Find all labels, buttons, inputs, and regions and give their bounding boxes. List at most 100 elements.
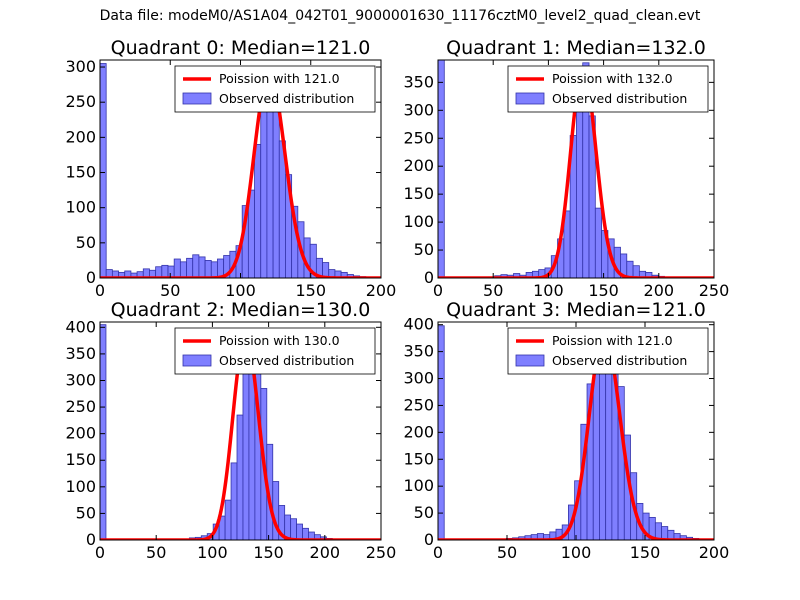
- legend: Poission with 132.0 Observed distribution: [507, 65, 709, 113]
- histogram-bar: [210, 261, 218, 278]
- histogram-bar: [254, 143, 262, 278]
- histogram-bar: [224, 499, 232, 540]
- y-tick-label: 350: [403, 342, 434, 361]
- y-tick-label: 150: [403, 184, 434, 203]
- y-tick-label: 150: [65, 450, 96, 469]
- x-tick-label: 150: [630, 543, 661, 562]
- histogram-bar: [179, 261, 187, 278]
- y-tick-label: 0: [86, 268, 96, 287]
- legend: Poission with 121.0 Observed distribution: [174, 65, 376, 113]
- legend-bars-swatch: [182, 354, 212, 367]
- y-tick-label: 0: [424, 268, 434, 287]
- x-tick-label: 200: [366, 281, 397, 300]
- y-tick-label: 0: [86, 530, 96, 549]
- legend-bars-swatch: [515, 92, 545, 105]
- y-tick-label: 300: [65, 57, 96, 76]
- histogram-bar: [242, 353, 250, 540]
- y-tick-label: 250: [403, 395, 434, 414]
- panel-quadrant-2: 0 50 100 150 200 250 0 50 100 150 200 250 300 350 400 Q…: [65, 299, 396, 562]
- legend-curve-label: Poission with 132.0: [552, 71, 673, 86]
- y-tick-label: 350: [403, 72, 434, 91]
- y-tick-label: 300: [403, 369, 434, 388]
- legend: Poission with 130.0 Observed distribution: [174, 327, 376, 375]
- y-tick-label: 250: [403, 128, 434, 147]
- histogram-bar: [186, 257, 194, 278]
- x-tick-label: 200: [699, 543, 730, 562]
- histogram-bar: [576, 107, 584, 278]
- legend-bars-label: Observed distribution: [219, 91, 354, 106]
- y-tick-label: 400: [65, 317, 96, 336]
- y-tick-label: 50: [76, 503, 96, 522]
- x-tick-label: 50: [483, 281, 503, 300]
- histogram-bar: [198, 256, 206, 278]
- histogram-bar: [230, 462, 238, 540]
- x-tick-label: 100: [197, 543, 228, 562]
- axes-frame: [99, 321, 382, 541]
- histogram-bar: [594, 207, 603, 278]
- histogram-bar: [100, 324, 107, 540]
- y-tick-label: 200: [403, 422, 434, 441]
- y-tick-label: 350: [65, 344, 96, 363]
- y-tick-label: 250: [65, 92, 96, 111]
- y-tick-label: 100: [65, 477, 96, 496]
- legend-bars-swatch: [182, 92, 212, 105]
- x-tick-label: 50: [146, 543, 166, 562]
- y-tick-label: 200: [403, 156, 434, 175]
- histogram-bar: [100, 63, 107, 278]
- x-tick-label: 150: [588, 281, 619, 300]
- x-tick-label: 0: [433, 543, 443, 562]
- x-tick-label: 150: [295, 281, 326, 300]
- y-tick-label: 100: [403, 212, 434, 231]
- x-tick-label: 150: [253, 543, 284, 562]
- histogram-bar: [438, 60, 445, 278]
- x-tick-label: 0: [95, 281, 105, 300]
- legend-bars-label: Observed distribution: [552, 353, 687, 368]
- x-tick-label: 200: [644, 281, 675, 300]
- panel-title: Quadrant 1: Median=132.0: [446, 37, 706, 59]
- legend-curve-label: Poission with 121.0: [219, 71, 340, 86]
- x-tick-label: 250: [699, 281, 730, 300]
- panel-title: Quadrant 3: Median=121.0: [446, 299, 706, 321]
- histogram-bar: [296, 523, 303, 540]
- y-tick-label: 100: [65, 198, 96, 217]
- y-tick-label: 150: [403, 449, 434, 468]
- y-tick-label: 50: [414, 240, 434, 259]
- x-tick-label: 250: [366, 543, 397, 562]
- y-tick-label: 400: [403, 315, 434, 334]
- y-tick-label: 0: [424, 530, 434, 549]
- y-tick-label: 100: [403, 476, 434, 495]
- histogram-bar: [161, 264, 169, 278]
- x-tick-label: 0: [95, 543, 105, 562]
- legend: Poission with 121.0 Observed distribution: [507, 327, 709, 375]
- y-tick-label: 50: [76, 233, 96, 252]
- histogram-bar: [167, 265, 175, 278]
- panel-quadrant-1: 0 50 100 150 200 250 0 50 100 150 200 250 300 350 Quad…: [403, 37, 729, 300]
- axes-frame: [437, 59, 715, 279]
- histogram-bar: [204, 260, 212, 278]
- histogram-bar: [290, 518, 297, 540]
- panel-quadrant-3: 0 50 100 150 200 0 50 100 150 200 250 300 350 400 Quad…: [403, 299, 729, 562]
- legend-bars-label: Observed distribution: [552, 91, 687, 106]
- histogram-bar: [438, 325, 445, 540]
- y-tick-label: 150: [65, 163, 96, 182]
- legend-bars-label: Observed distribution: [219, 353, 354, 368]
- y-tick-label: 200: [65, 127, 96, 146]
- y-tick-label: 200: [65, 424, 96, 443]
- x-tick-label: 50: [160, 281, 180, 300]
- histogram-bar: [192, 254, 200, 278]
- histogram-bar: [272, 108, 280, 278]
- y-tick-label: 300: [65, 370, 96, 389]
- histogram-bar: [173, 258, 181, 278]
- figure-title: Data file: modeM0/AS1A04_042T01_90000016…: [99, 8, 701, 24]
- legend-curve-label: Poission with 130.0: [219, 333, 340, 348]
- y-tick-label: 300: [403, 100, 434, 119]
- legend-bars-swatch: [515, 354, 545, 367]
- legend-curve-label: Poission with 121.0: [552, 333, 673, 348]
- x-tick-label: 50: [497, 543, 517, 562]
- panel-title: Quadrant 0: Median=121.0: [111, 37, 371, 59]
- panel-title: Quadrant 2: Median=130.0: [111, 299, 371, 321]
- x-tick-label: 0: [433, 281, 443, 300]
- x-tick-label: 100: [561, 543, 592, 562]
- panel-quadrant-0: 0 50 100 150 200 0 50 100 150 200 250 300 Quadrant 0…: [65, 37, 396, 300]
